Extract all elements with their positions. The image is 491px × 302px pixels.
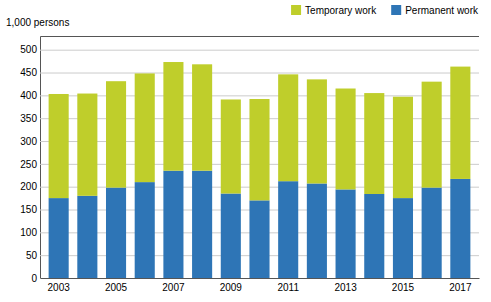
x-tick: 2017: [449, 282, 472, 293]
y-tick-label: 250: [20, 159, 37, 170]
bar: [450, 179, 470, 278]
bar: [221, 194, 241, 278]
bar: [163, 171, 183, 278]
bar: [393, 198, 413, 278]
x-tick-label: 2013: [334, 282, 357, 293]
bar: [192, 171, 212, 278]
y-axis-label: 1,000 persons: [6, 17, 69, 28]
legend: Temporary work Permanent work: [291, 5, 479, 16]
x-tick-label: 2007: [162, 282, 185, 293]
grid-line: [40, 278, 479, 279]
plot: 0501001502002503003504004505002003200520…: [20, 37, 479, 294]
legend-label: Permanent work: [405, 5, 479, 16]
bar: [307, 183, 327, 278]
x-tick: 2003: [48, 282, 71, 293]
y-tick-label: 350: [20, 113, 37, 124]
y-axis-line: [41, 37, 480, 279]
bar: [49, 198, 69, 278]
bar: [135, 73, 155, 182]
bar: [364, 93, 384, 194]
y-tick-label: 450: [20, 67, 37, 78]
bar: [192, 64, 212, 170]
y-tick-label: 200: [20, 181, 37, 192]
x-tick: 2011: [277, 282, 299, 293]
y-tick-label: 0: [31, 273, 37, 284]
x-tick-label: 2005: [105, 282, 128, 293]
x-tick-label: 2015: [392, 282, 415, 293]
bar: [163, 62, 183, 171]
bar: [49, 94, 69, 198]
x-tick-label: 2003: [48, 282, 71, 293]
x-tick: 2005: [105, 282, 128, 293]
bar: [106, 81, 126, 187]
bar: [278, 74, 298, 181]
y-tick-label: 500: [20, 44, 37, 55]
bar: [221, 99, 241, 193]
x-tick-label: 2017: [449, 282, 472, 293]
bars: [49, 62, 471, 278]
x-tick: 2009: [220, 282, 243, 293]
bar: [77, 196, 97, 278]
bar: [393, 97, 413, 198]
x-axis: 2003 2005 2007 2009 2011 2013 2015 2017: [41, 279, 480, 294]
x-tick-label: 2009: [220, 282, 243, 293]
bar: [307, 79, 327, 183]
y-tick-label: 50: [26, 250, 38, 261]
legend-label: Temporary work: [305, 5, 377, 16]
legend-item: Temporary work: [291, 5, 377, 16]
bar: [249, 200, 269, 278]
x-tick: 2013: [334, 282, 357, 293]
bar: [106, 188, 126, 278]
bar: [135, 182, 155, 278]
grid-line: [40, 73, 479, 74]
y-tick-label: 400: [20, 90, 37, 101]
series: [49, 62, 471, 200]
bar: [336, 189, 356, 278]
legend-swatch: [391, 5, 401, 15]
bar: [422, 82, 442, 188]
bar: [77, 94, 97, 196]
y-tick-label: 100: [20, 227, 37, 238]
bar: [364, 194, 384, 278]
grid-line: [40, 95, 479, 96]
x-tick: 2007: [162, 282, 185, 293]
y-tick: 500: [20, 44, 479, 55]
grid-line: [40, 50, 479, 51]
bar: [249, 99, 269, 200]
bar: [450, 67, 470, 179]
bar: [278, 181, 298, 278]
legend-swatch: [291, 5, 301, 15]
bar: [422, 188, 442, 278]
y-tick-label: 300: [20, 136, 37, 147]
y-tick: 450: [20, 67, 479, 78]
x-tick-label: 2011: [277, 282, 299, 293]
bar: [336, 89, 356, 190]
y-axis: 0 50 100 150 200 250 300 350 400 450 500: [20, 37, 479, 284]
y-tick-label: 150: [20, 204, 37, 215]
chart: 0501001502002503003504004505002003200520…: [0, 0, 491, 302]
legend-item: Permanent work: [391, 5, 479, 16]
x-axis-line: [41, 278, 480, 279]
x-tick: 2015: [392, 282, 415, 293]
